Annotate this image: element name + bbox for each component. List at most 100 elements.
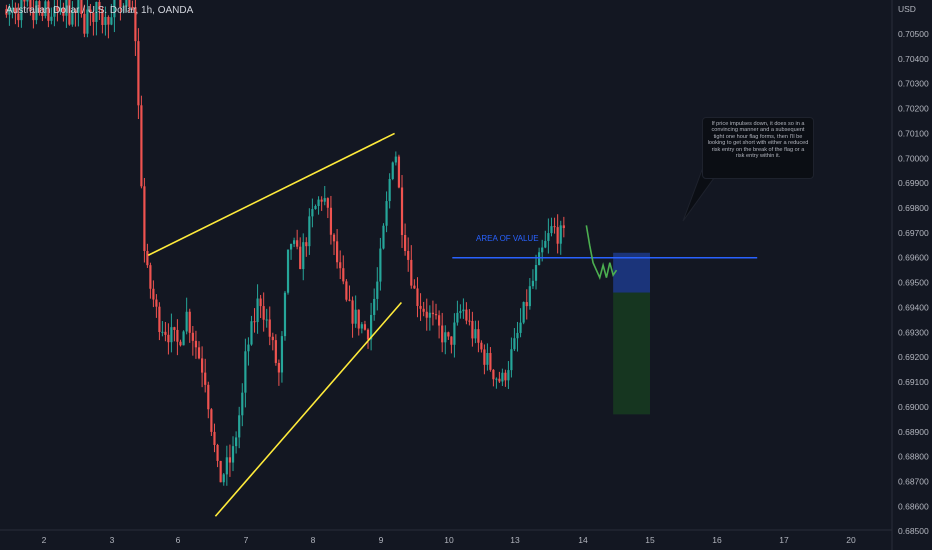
candle-body-68 [210, 409, 213, 432]
candle-body-39 [122, 6, 125, 8]
candle-body-8 [29, 0, 32, 12]
candle-body-50 [155, 299, 158, 307]
candle-body-92 [283, 292, 287, 337]
candle-body-7 [26, 0, 29, 2]
trendline-2[interactable] [214, 301, 403, 517]
candle-body-69 [213, 431, 216, 445]
drawings[interactable] [0, 132, 758, 517]
candle-body-131 [404, 234, 407, 251]
candle-body-146 [450, 336, 453, 345]
projection-path[interactable] [585, 225, 618, 281]
date-tick-6: 10 [444, 535, 454, 545]
date-tick-12: 20 [846, 535, 856, 545]
candle-body-73 [225, 457, 228, 475]
candle-body-166 [510, 349, 513, 371]
candle-body-70 [216, 444, 219, 461]
price-tick-2: 0.70300 [898, 79, 929, 89]
profit-zone[interactable] [613, 292, 650, 415]
candle-body-25 [80, 0, 83, 14]
candle-body-40 [125, 0, 128, 7]
candle-body-128 [394, 156, 397, 163]
candle-body-83 [256, 298, 259, 323]
price-tick-16: 0.68900 [898, 427, 929, 437]
price-tick-20: 0.68500 [898, 526, 929, 536]
candle-body-14 [47, 1, 50, 21]
price-tick-4: 0.70100 [898, 128, 929, 138]
candle-body-165 [507, 370, 510, 381]
candle-body-28 [89, 9, 92, 13]
candle-body-88 [271, 336, 274, 341]
candle-body-72 [222, 474, 225, 483]
candle-body-13 [44, 1, 47, 16]
candle-body-103 [317, 199, 320, 206]
candle-body-3 [14, 8, 17, 14]
candle-body-20 [65, 0, 68, 16]
trade-plan-note[interactable]: If price impulses down, it does so in a … [702, 117, 814, 179]
candle-body-180 [553, 226, 556, 228]
date-tick-2: 6 [176, 535, 181, 545]
candle-body-78 [241, 392, 244, 416]
candle-body-123 [379, 248, 382, 282]
candle-body-118 [363, 324, 367, 330]
candle-body-151 [465, 309, 468, 321]
candle-body-115 [354, 309, 357, 324]
candle-body-101 [311, 209, 314, 217]
candle-body-4 [17, 13, 20, 21]
candle-body-137 [422, 308, 425, 312]
candle-body-167 [513, 338, 516, 350]
candle-body-22 [71, 10, 74, 25]
candle-body-62 [191, 332, 194, 341]
candle-body-21 [68, 0, 71, 25]
candle-body-161 [495, 378, 498, 380]
symbol-title: Australian Dollar / U.S. Dollar, 1h, OAN… [6, 5, 194, 16]
candle-body-107 [329, 207, 333, 235]
candle-body-63 [194, 340, 198, 348]
candle-body-141 [434, 314, 438, 316]
price-tick-9: 0.69600 [898, 253, 929, 263]
candle-body-110 [339, 262, 342, 269]
position-tool[interactable] [613, 252, 650, 415]
price-tick-12: 0.69300 [898, 327, 929, 337]
candle-body-31 [98, 1, 101, 10]
candle-body-121 [373, 298, 376, 315]
date-tick-9: 15 [645, 535, 655, 545]
candle-body-81 [250, 321, 253, 345]
candle-body-105 [323, 198, 326, 202]
trendline-1[interactable] [147, 132, 395, 256]
price-tick-11: 0.69400 [898, 302, 929, 312]
candle-body-98 [302, 242, 305, 270]
area-of-value-label: AREA OF VALUE [476, 234, 539, 243]
candle-body-24 [77, 0, 80, 13]
candle-body-38 [119, 0, 122, 8]
candle-body-94 [289, 243, 293, 250]
candle-body-138 [425, 311, 428, 318]
candle-body-111 [342, 268, 345, 282]
candles [5, 0, 565, 486]
stop-zone[interactable] [613, 252, 650, 293]
candle-body-90 [277, 362, 280, 373]
date-tick-3: 7 [244, 535, 249, 545]
price-axis[interactable]: 0.70500 0.70400 0.70300 0.70200 0.70100 0.700… [898, 29, 929, 536]
candle-body-153 [471, 320, 474, 339]
candle-body-135 [416, 288, 419, 306]
candle-body-143 [441, 325, 444, 343]
candle-body-34 [107, 16, 110, 25]
candle-body-130 [400, 187, 404, 235]
date-tick-11: 17 [779, 535, 789, 545]
candle-body-84 [259, 298, 262, 307]
candle-body-113 [348, 299, 351, 301]
candle-body-5 [20, 0, 23, 21]
candle-body-116 [357, 309, 360, 329]
price-tick-7: 0.69800 [898, 203, 929, 213]
candle-body-99 [305, 242, 308, 247]
candle-body-96 [296, 240, 299, 247]
time-axis[interactable]: 2 3 6 7 8 9 10 13 14 15 16 17 20 [42, 535, 856, 545]
candle-body-41 [128, 0, 131, 7]
candle-body-169 [519, 322, 522, 333]
candle-body-75 [231, 446, 235, 463]
candle-body-82 [253, 321, 256, 323]
currency-label: USD [898, 4, 916, 14]
candle-body-97 [299, 246, 302, 270]
